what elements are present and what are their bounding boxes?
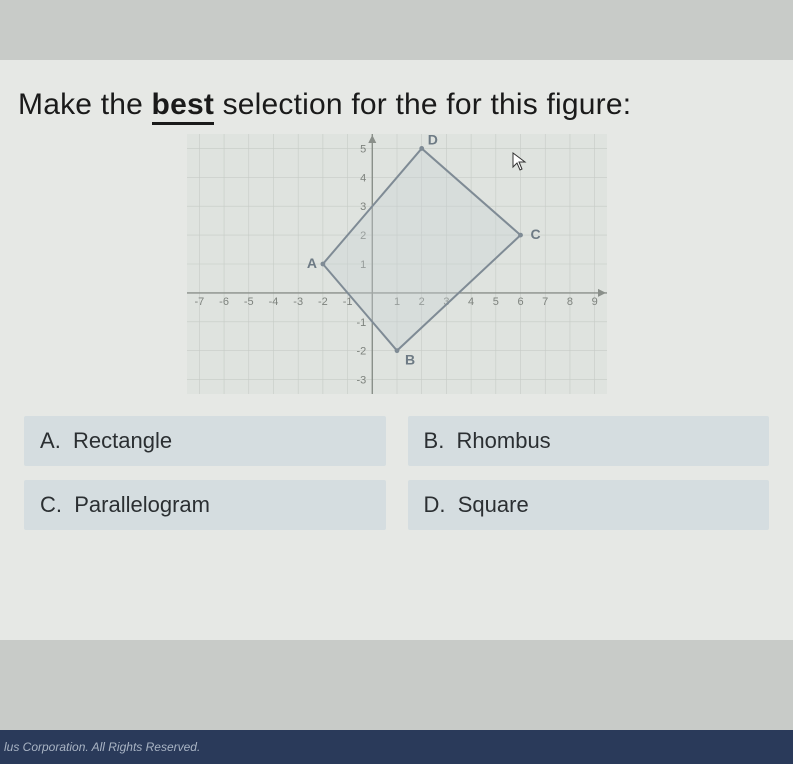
question-text: Make the best selection for the for this… — [18, 88, 775, 122]
svg-text:-2: -2 — [317, 296, 327, 308]
svg-text:-3: -3 — [293, 296, 303, 308]
svg-text:3: 3 — [360, 201, 366, 213]
svg-text:-1: -1 — [356, 317, 366, 329]
svg-text:-7: -7 — [194, 296, 204, 308]
svg-text:-2: -2 — [356, 346, 366, 358]
option-d-key: D — [424, 492, 440, 517]
option-a-key: A — [40, 428, 55, 453]
svg-text:4: 4 — [360, 172, 366, 184]
option-a[interactable]: A. Rectangle — [24, 416, 386, 466]
chart-container: -7-6-5-4-3-2-1123456789-3-2-112345ABCD — [18, 134, 775, 394]
svg-text:7: 7 — [542, 296, 548, 308]
svg-text:D: D — [427, 134, 437, 147]
svg-text:B: B — [405, 352, 415, 368]
svg-text:-4: -4 — [268, 296, 278, 308]
footer-text: lus Corporation. All Rights Reserved. — [4, 740, 200, 754]
option-c[interactable]: C. Parallelogram — [24, 480, 386, 530]
option-d-text: Square — [458, 492, 529, 517]
svg-text:C: C — [530, 226, 540, 242]
option-c-key: C — [40, 492, 56, 517]
question-emph: best — [152, 88, 215, 125]
footer-bar: lus Corporation. All Rights Reserved. — [0, 730, 793, 764]
svg-text:9: 9 — [591, 296, 597, 308]
question-panel: Make the best selection for the for this… — [0, 60, 793, 640]
option-b-key: B — [424, 428, 439, 453]
svg-text:5: 5 — [360, 143, 366, 155]
option-c-text: Parallelogram — [74, 492, 210, 517]
svg-text:-3: -3 — [356, 375, 366, 387]
option-a-text: Rectangle — [73, 428, 172, 453]
svg-text:-6: -6 — [219, 296, 229, 308]
svg-text:4: 4 — [468, 296, 474, 308]
coordinate-graph: -7-6-5-4-3-2-1123456789-3-2-112345ABCD — [187, 134, 607, 394]
svg-text:8: 8 — [566, 296, 572, 308]
svg-text:A: A — [306, 255, 316, 271]
svg-text:6: 6 — [517, 296, 523, 308]
option-d[interactable]: D. Square — [408, 480, 770, 530]
svg-text:5: 5 — [492, 296, 498, 308]
option-b-text: Rhombus — [457, 428, 551, 453]
question-pre: Make the — [18, 88, 152, 121]
svg-text:-5: -5 — [243, 296, 253, 308]
answer-options: A. Rectangle B. Rhombus C. Parallelogram… — [18, 416, 775, 530]
question-post: selection for the for this figure: — [214, 88, 631, 121]
option-b[interactable]: B. Rhombus — [408, 416, 770, 466]
